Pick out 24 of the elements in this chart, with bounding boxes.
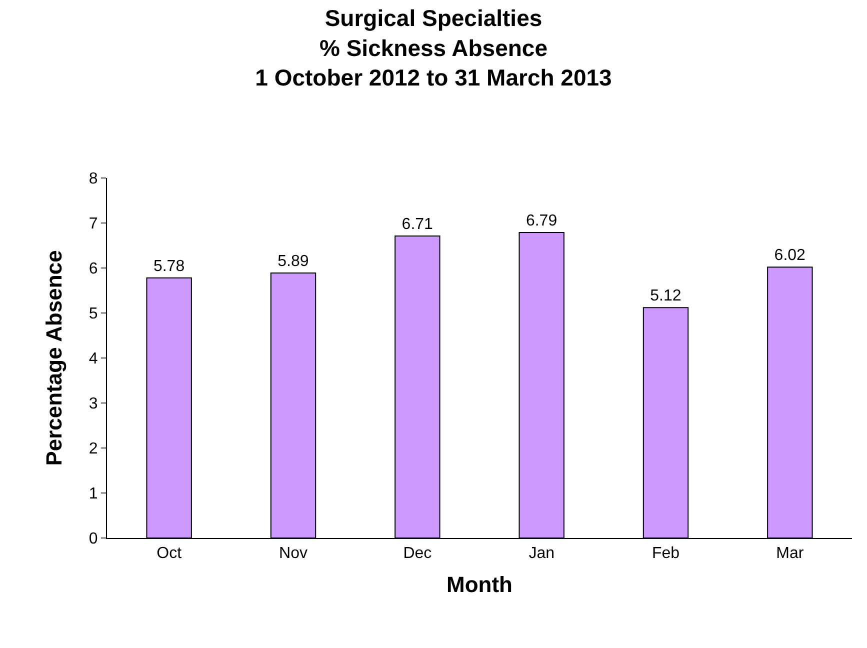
data-label: 5.78 [153, 258, 185, 275]
data-label: 6.71 [402, 216, 434, 234]
y-tick-label: 7 [88, 216, 98, 233]
x-tick-label: Jan [528, 545, 554, 562]
y-tick-label: 4 [88, 350, 98, 368]
x-tick-label: Oct [156, 545, 182, 562]
y-tick-label: 5 [88, 306, 98, 323]
x-axis-title: Month [446, 572, 512, 598]
x-tick-label: Nov [279, 545, 308, 562]
data-label: 6.79 [526, 212, 558, 230]
x-tick-label: Mar [776, 545, 804, 562]
data-label: 5.89 [278, 252, 309, 270]
y-tick-label: 0 [88, 530, 98, 548]
data-label: 6.02 [774, 247, 806, 264]
chart-title: Surgical Specialties % Sickness Absence 1 October 2012 to 31 March 2013 [255, 4, 612, 91]
y-tick-label: 2 [88, 440, 98, 458]
x-tick-label: Dec [403, 545, 432, 562]
y-axis-title: Percentage Absence [42, 250, 67, 466]
y-tick-label: 3 [88, 396, 98, 413]
y-tick-label: 1 [88, 486, 98, 503]
data-label: 5.12 [650, 288, 682, 305]
y-tick-label: 6 [88, 260, 98, 278]
x-tick-label: Feb [652, 545, 680, 562]
y-tick-label: 8 [88, 170, 98, 188]
